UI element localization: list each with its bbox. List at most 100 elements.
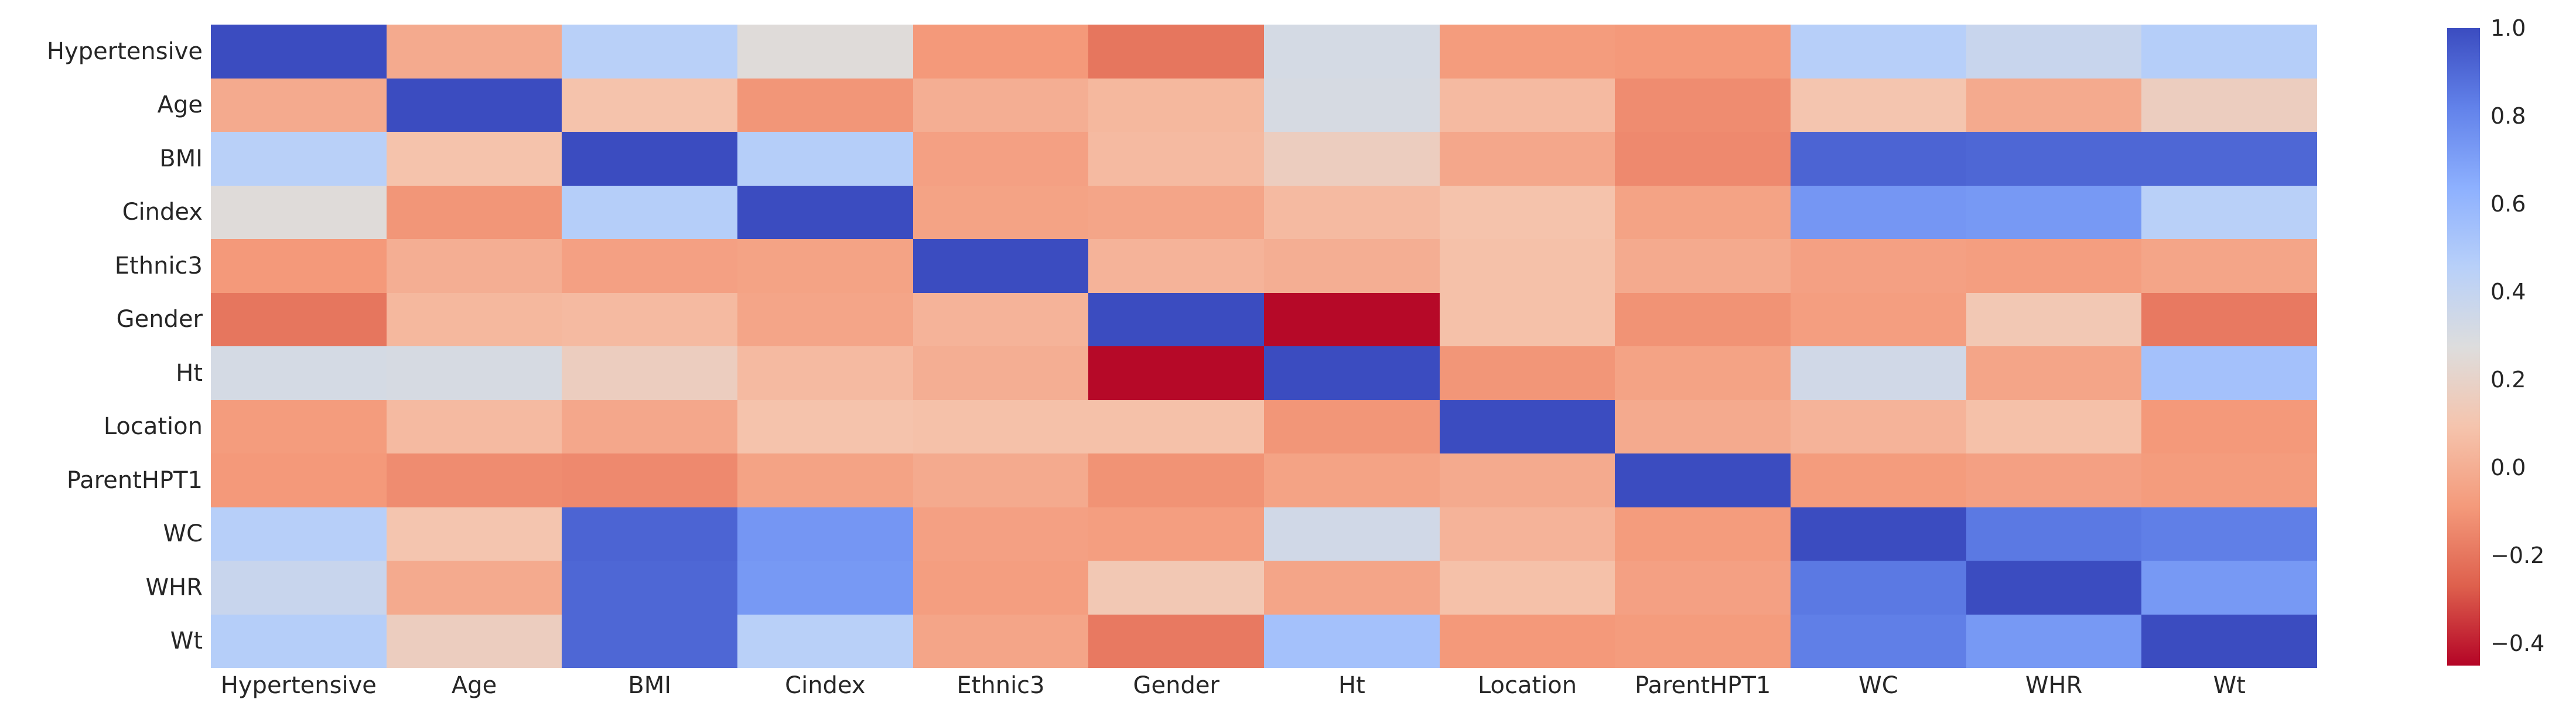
heatmap-cell xyxy=(211,78,387,132)
heatmap-cell xyxy=(1439,239,1615,293)
y-tick-label: Wt xyxy=(170,627,203,655)
heatmap-cell xyxy=(386,78,562,132)
heatmap-cell xyxy=(1439,78,1615,132)
heatmap-cell xyxy=(737,25,913,79)
heatmap-cell xyxy=(1088,453,1264,507)
heatmap-cell xyxy=(562,239,737,293)
heatmap-cell xyxy=(1263,239,1440,293)
heatmap-cell xyxy=(386,614,562,668)
heatmap-cell xyxy=(1088,614,1264,668)
heatmap-cell xyxy=(1966,25,2142,79)
heatmap-cell xyxy=(2141,453,2317,507)
colorbar-tick-label: 0.6 xyxy=(2490,191,2526,217)
heatmap-cell xyxy=(386,185,562,239)
heatmap-cell xyxy=(1263,25,1440,79)
heatmap-cell xyxy=(2141,25,2317,79)
heatmap-cell xyxy=(1439,185,1615,239)
heatmap-cell xyxy=(562,614,737,668)
heatmap-cell xyxy=(913,614,1089,668)
x-tick-label: Ethnic3 xyxy=(956,672,1045,699)
y-tick-label: Hypertensive xyxy=(46,37,203,65)
x-tick-label: WHR xyxy=(2025,672,2083,699)
heatmap-cell xyxy=(386,400,562,453)
heatmap-cell xyxy=(1966,346,2142,400)
heatmap-cell xyxy=(211,185,387,239)
heatmap-cell xyxy=(2141,78,2317,132)
heatmap-cell xyxy=(1966,132,2142,186)
heatmap-cell xyxy=(211,132,387,186)
heatmap-cell xyxy=(1790,453,1966,507)
heatmap-cell xyxy=(2141,185,2317,239)
heatmap-cell xyxy=(386,561,562,615)
heatmap-cell xyxy=(211,614,387,668)
heatmap-cell xyxy=(1966,239,2142,293)
heatmap-cell xyxy=(2141,132,2317,186)
colorbar-tick-label: 0.8 xyxy=(2490,103,2526,129)
heatmap-cell xyxy=(1790,132,1966,186)
y-tick-label: ParentHPT1 xyxy=(66,466,203,494)
heatmap-cell xyxy=(737,185,913,239)
y-tick-label: Age xyxy=(157,91,203,119)
heatmap-cell xyxy=(211,561,387,615)
heatmap-cell xyxy=(1790,614,1966,668)
heatmap-grid xyxy=(211,25,2317,668)
heatmap-cell xyxy=(386,292,562,346)
heatmap-cell xyxy=(1615,292,1791,346)
heatmap-cell xyxy=(913,239,1089,293)
heatmap-cell xyxy=(737,346,913,400)
heatmap-cell xyxy=(737,507,913,561)
heatmap-cell xyxy=(737,239,913,293)
heatmap-cell xyxy=(1966,507,2142,561)
heatmap-cell xyxy=(1615,25,1791,79)
heatmap-cell xyxy=(1263,78,1440,132)
heatmap-cell xyxy=(1615,132,1791,186)
heatmap-cell xyxy=(1966,400,2142,453)
heatmap-cell xyxy=(1966,292,2142,346)
heatmap-cell xyxy=(386,239,562,293)
heatmap-cell xyxy=(1966,614,2142,668)
heatmap-cell xyxy=(1790,239,1966,293)
y-tick-label: Ht xyxy=(176,359,203,387)
heatmap-cell xyxy=(1088,25,1264,79)
heatmap-cell xyxy=(1790,78,1966,132)
heatmap-cell xyxy=(913,132,1089,186)
heatmap-cell xyxy=(562,185,737,239)
heatmap-cell xyxy=(1966,453,2142,507)
heatmap-cell xyxy=(1263,453,1440,507)
heatmap-cell xyxy=(562,78,737,132)
colorbar-tick-label: 1.0 xyxy=(2490,15,2526,41)
heatmap-cell xyxy=(1615,78,1791,132)
heatmap-cell xyxy=(737,78,913,132)
heatmap-cell xyxy=(1439,132,1615,186)
heatmap-cell xyxy=(562,453,737,507)
heatmap-cell xyxy=(737,453,913,507)
heatmap-cell xyxy=(2141,561,2317,615)
heatmap-cell xyxy=(1615,453,1791,507)
heatmap-cell xyxy=(1615,400,1791,453)
heatmap-cell xyxy=(1439,400,1615,453)
heatmap-cell xyxy=(1439,346,1615,400)
heatmap-cell xyxy=(562,132,737,186)
heatmap-cell xyxy=(2141,346,2317,400)
heatmap-cell xyxy=(913,453,1089,507)
heatmap-cell xyxy=(1439,507,1615,561)
heatmap-cell xyxy=(1263,132,1440,186)
heatmap-cell xyxy=(1966,78,2142,132)
heatmap-cell xyxy=(1088,400,1264,453)
heatmap-cell xyxy=(737,561,913,615)
colorbar-tick-label: −0.2 xyxy=(2490,543,2545,569)
heatmap-cell xyxy=(1088,507,1264,561)
heatmap-cell xyxy=(1790,346,1966,400)
heatmap-cell xyxy=(913,561,1089,615)
y-tick-label: BMI xyxy=(159,145,203,172)
heatmap-cell xyxy=(562,507,737,561)
heatmap-cell xyxy=(211,346,387,400)
x-tick-label: Cindex xyxy=(785,672,866,699)
heatmap-cell xyxy=(1615,507,1791,561)
heatmap-cell xyxy=(562,561,737,615)
heatmap-cell xyxy=(1088,346,1264,400)
y-tick-label: WC xyxy=(163,520,203,548)
heatmap-cell xyxy=(913,78,1089,132)
heatmap-cell xyxy=(2141,614,2317,668)
